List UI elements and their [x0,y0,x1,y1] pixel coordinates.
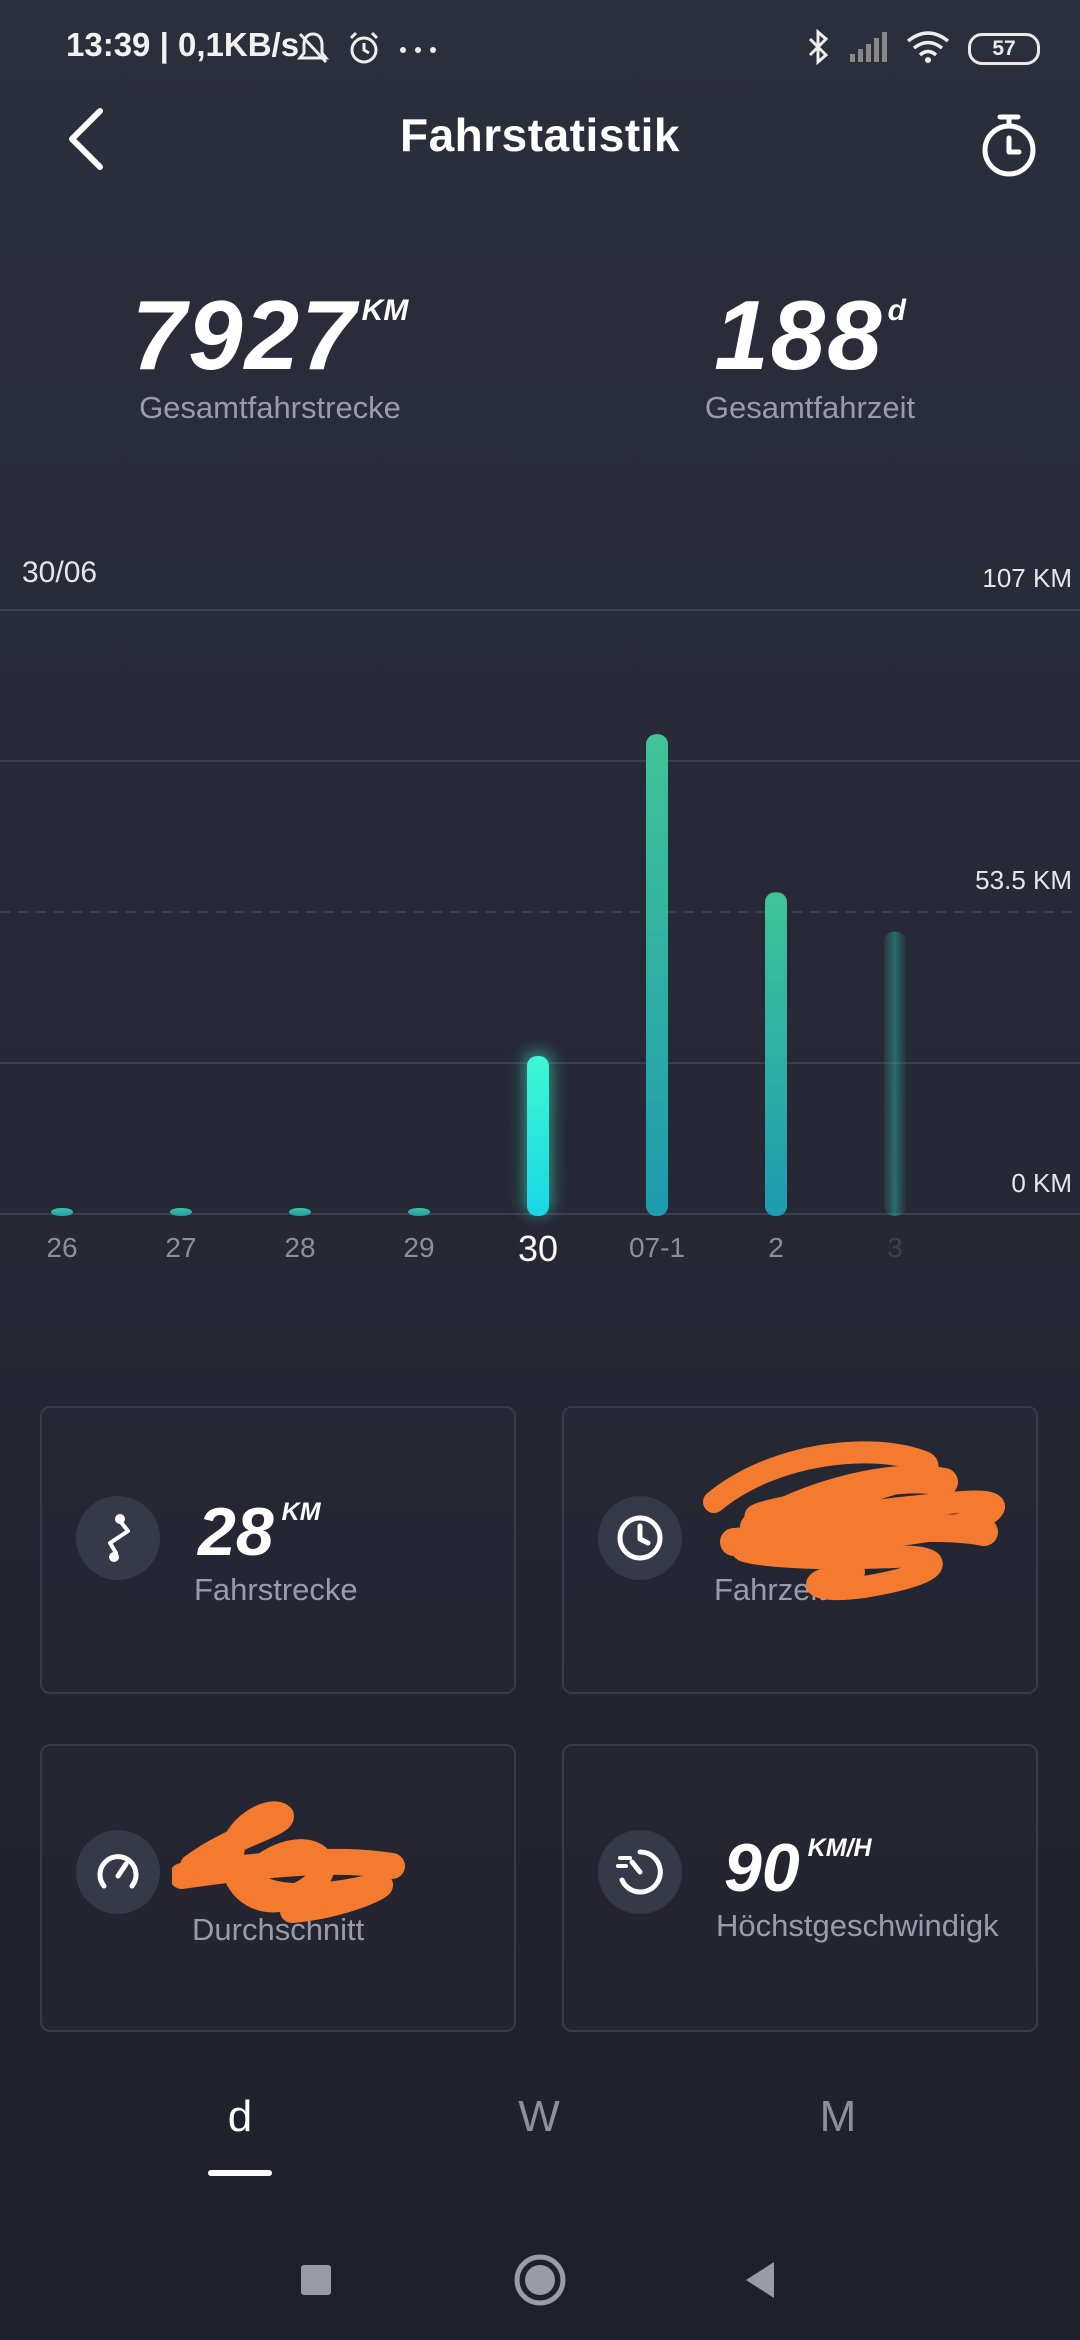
page-title: Fahrstatistik [399,109,681,161]
alarm-icon [346,30,382,71]
tab-week[interactable]: W [518,2092,560,2141]
home-button[interactable] [500,2240,580,2320]
back-triangle-icon [746,2262,774,2298]
route-icon [76,1496,160,1580]
recents-button[interactable] [276,2240,356,2320]
x-tick-label[interactable]: 30 [517,1228,559,1269]
bell-off-icon [296,30,330,71]
status-left-icons [296,30,438,71]
x-tick-label[interactable]: 2 [768,1232,784,1263]
x-tick-label[interactable]: 3 [887,1232,903,1263]
battery-icon: 57 [968,33,1040,65]
recents-square-icon [301,2265,331,2295]
bluetooth-icon [806,28,830,70]
speedometer-icon [76,1830,160,1914]
stopwatch-button[interactable] [964,100,1054,190]
wifi-icon [906,30,950,68]
x-tick-label[interactable]: 28 [284,1232,316,1263]
chart-bar-29[interactable] [408,1208,430,1216]
stopwatch-icon [982,114,1036,177]
chart-bar-30[interactable] [527,1055,549,1216]
distance-bar-chart[interactable] [0,0,1080,1300]
back-button[interactable] [56,104,116,174]
card-average-speed[interactable]: Durchschnitt [40,1744,516,2032]
total-distance-summary: 7927 KM Gesamtfahrstrecke [10,286,530,426]
status-right-icons: 57 [806,28,1040,70]
more-dots-icon [398,42,438,60]
status-bar-time-speed: 13:39 | 0,1KB/s [66,26,300,63]
total-time-summary: 188 d Gesamtfahrzeit [550,286,1070,426]
card-max-speed[interactable]: 90 KM/H Höchstgeschwindigk [562,1744,1038,2032]
card-max-speed-unit: KM/H [807,1834,872,1862]
card-ride-time[interactable]: Fahrzeit [562,1406,1038,1694]
total-time-unit: d [887,294,906,327]
card-distance-unit: KM [281,1498,321,1526]
card-average-speed-label: Durchschnitt [192,1912,365,1947]
total-distance-label: Gesamtfahrstrecke [139,390,401,425]
speed-max-icon [598,1830,682,1914]
total-time-value: 188 [714,280,884,390]
x-tick-label[interactable]: 07-1 [628,1232,686,1263]
chart-bar-27[interactable] [170,1208,192,1216]
x-tick-label[interactable]: 27 [165,1232,197,1263]
x-tick-label[interactable]: 26 [46,1232,78,1263]
clock-icon [598,1496,682,1580]
back-chevron-icon [69,108,103,170]
chart-selected-date: 30/06 [22,556,98,589]
status-network-speed: 0,1KB/s [177,26,300,63]
total-time-label: Gesamtfahrzeit [704,390,916,425]
card-max-speed-label: Höchstgeschwindigk [716,1908,999,1943]
home-circle-icon [514,2254,566,2306]
redaction-scribble [172,1801,405,1923]
chart-bar-3[interactable] [884,931,906,1216]
card-max-speed-value: 90 [724,1830,800,1906]
y-tick-min: 0 KM [1011,1168,1072,1198]
chart-bar-28[interactable] [289,1208,311,1216]
status-time: 13:39 [66,26,151,63]
card-distance-value: 28 [198,1494,274,1570]
signal-icon [848,31,888,67]
total-distance-unit: KM [361,294,409,327]
chart-bar-26[interactable] [51,1208,73,1216]
card-distance[interactable]: 28 KM Fahrstrecke [40,1406,516,1694]
card-distance-label: Fahrstrecke [194,1572,358,1607]
y-tick-mid: 53.5 KM [975,865,1072,895]
tab-month[interactable]: M [819,2092,857,2141]
chart-bar-07-1[interactable] [646,734,668,1216]
nav-back-button[interactable] [720,2240,800,2320]
tab-day[interactable]: d [227,2092,253,2141]
tab-active-indicator [208,2170,272,2176]
total-distance-value: 7927 [131,280,358,390]
y-tick-max: 107 KM [982,563,1072,593]
x-tick-label[interactable]: 29 [403,1232,435,1263]
chart-bar-2[interactable] [765,892,787,1216]
redaction-scribble [703,1441,1005,1601]
